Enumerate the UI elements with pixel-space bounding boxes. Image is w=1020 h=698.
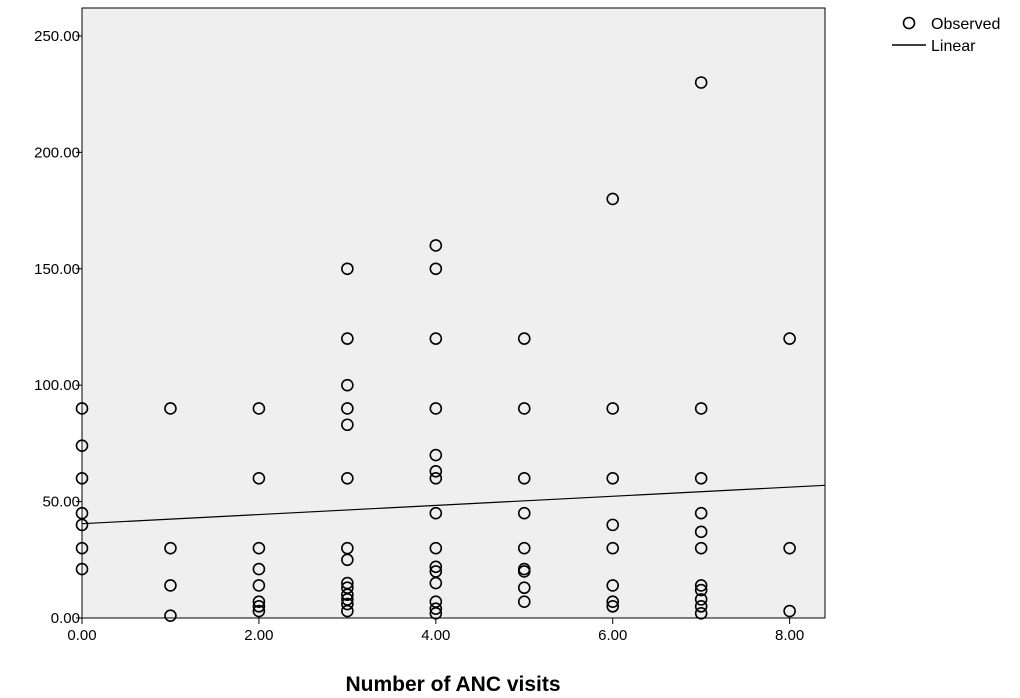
- y-tick-label: 150.00: [34, 261, 80, 278]
- data-point: [341, 332, 354, 345]
- data-point: [75, 472, 89, 485]
- data-point: [429, 472, 443, 485]
- data-point: [429, 239, 443, 252]
- data-point: [75, 439, 89, 453]
- data-point: [606, 192, 620, 206]
- plot-area: [81, 7, 826, 619]
- data-point: [606, 579, 620, 592]
- data-point: [783, 541, 796, 555]
- data-point: [783, 604, 796, 618]
- data-point: [694, 472, 708, 485]
- data-point: [517, 595, 531, 609]
- data-point: [341, 604, 354, 618]
- data-point: [694, 541, 708, 555]
- data-point: [694, 600, 708, 613]
- x-tick-label: 6.00: [598, 627, 627, 644]
- data-point: [341, 262, 354, 276]
- legend-linear-label: Linear: [931, 38, 976, 55]
- data-point: [694, 506, 708, 520]
- y-tick-label: 50.00: [42, 494, 80, 511]
- data-point: [517, 472, 531, 485]
- data-point: [341, 418, 354, 432]
- data-point: [694, 579, 708, 592]
- data-point: [694, 402, 708, 415]
- data-point: [341, 472, 354, 485]
- linear-fit: [81, 484, 826, 525]
- data-point: [606, 518, 620, 532]
- data-point: [694, 593, 708, 606]
- data-point: [517, 332, 531, 345]
- data-point: [429, 602, 443, 615]
- data-point: [164, 402, 177, 415]
- data-point: [341, 597, 354, 611]
- data-point: [75, 518, 89, 532]
- y-axis: 0.00 50.00 100.00 150.00 200.00 250.00: [34, 28, 82, 627]
- data-point: [252, 600, 266, 613]
- data-point: [252, 579, 266, 592]
- observed-points: [75, 76, 796, 622]
- x-tick-label: 0.00: [67, 627, 96, 644]
- data-point: [75, 402, 89, 415]
- data-point: [694, 583, 708, 597]
- data-point: [341, 378, 354, 392]
- data-point: [517, 402, 531, 415]
- data-point: [164, 609, 177, 622]
- data-point: [341, 588, 354, 602]
- data-point: [429, 506, 443, 520]
- data-point: [252, 604, 266, 618]
- legend-observed-marker: [902, 16, 916, 30]
- data-point: [252, 402, 266, 415]
- fit-line: [81, 484, 826, 525]
- legend-observed-label: Observed: [931, 16, 1000, 33]
- y-tick-label: 100.00: [34, 377, 80, 394]
- data-point: [517, 581, 531, 595]
- data-point: [429, 465, 443, 478]
- y-tick-label: 0.00: [51, 610, 80, 627]
- data-point: [429, 541, 443, 555]
- data-point: [517, 541, 531, 555]
- data-point: [164, 579, 177, 592]
- legend: Observed Linear: [892, 16, 1000, 55]
- data-point: [694, 525, 708, 539]
- data-point: [429, 560, 443, 574]
- x-tick-label: 8.00: [775, 627, 804, 644]
- y-tick-label: 200.00: [34, 144, 80, 161]
- data-point: [606, 595, 620, 609]
- x-axis-title: Number of ANC visits: [345, 673, 560, 696]
- data-point: [606, 472, 620, 485]
- data-point: [252, 595, 266, 609]
- x-tick-label: 4.00: [421, 627, 450, 644]
- data-point: [252, 562, 266, 576]
- data-point: [606, 600, 620, 613]
- data-point: [252, 541, 266, 555]
- data-point: [429, 332, 443, 345]
- data-point: [517, 506, 531, 520]
- data-point: [341, 553, 354, 567]
- data-point: [429, 402, 443, 415]
- data-point: [429, 262, 443, 276]
- x-tick-label: 2.00: [244, 627, 273, 644]
- data-point: [252, 472, 266, 485]
- data-point: [75, 562, 89, 576]
- data-point: [75, 541, 89, 555]
- data-point: [783, 332, 796, 345]
- data-point: [606, 402, 620, 415]
- data-point: [517, 565, 531, 578]
- data-point: [694, 607, 708, 620]
- y-tick-label: 250.00: [34, 28, 80, 45]
- data-point: [606, 541, 620, 555]
- data-point: [164, 541, 177, 555]
- data-point: [694, 76, 708, 89]
- data-point: [429, 607, 443, 620]
- data-point: [429, 576, 443, 590]
- data-point: [341, 402, 354, 415]
- x-axis: 0.00 2.00 4.00 6.00 8.00: [67, 618, 804, 644]
- data-point: [429, 448, 443, 462]
